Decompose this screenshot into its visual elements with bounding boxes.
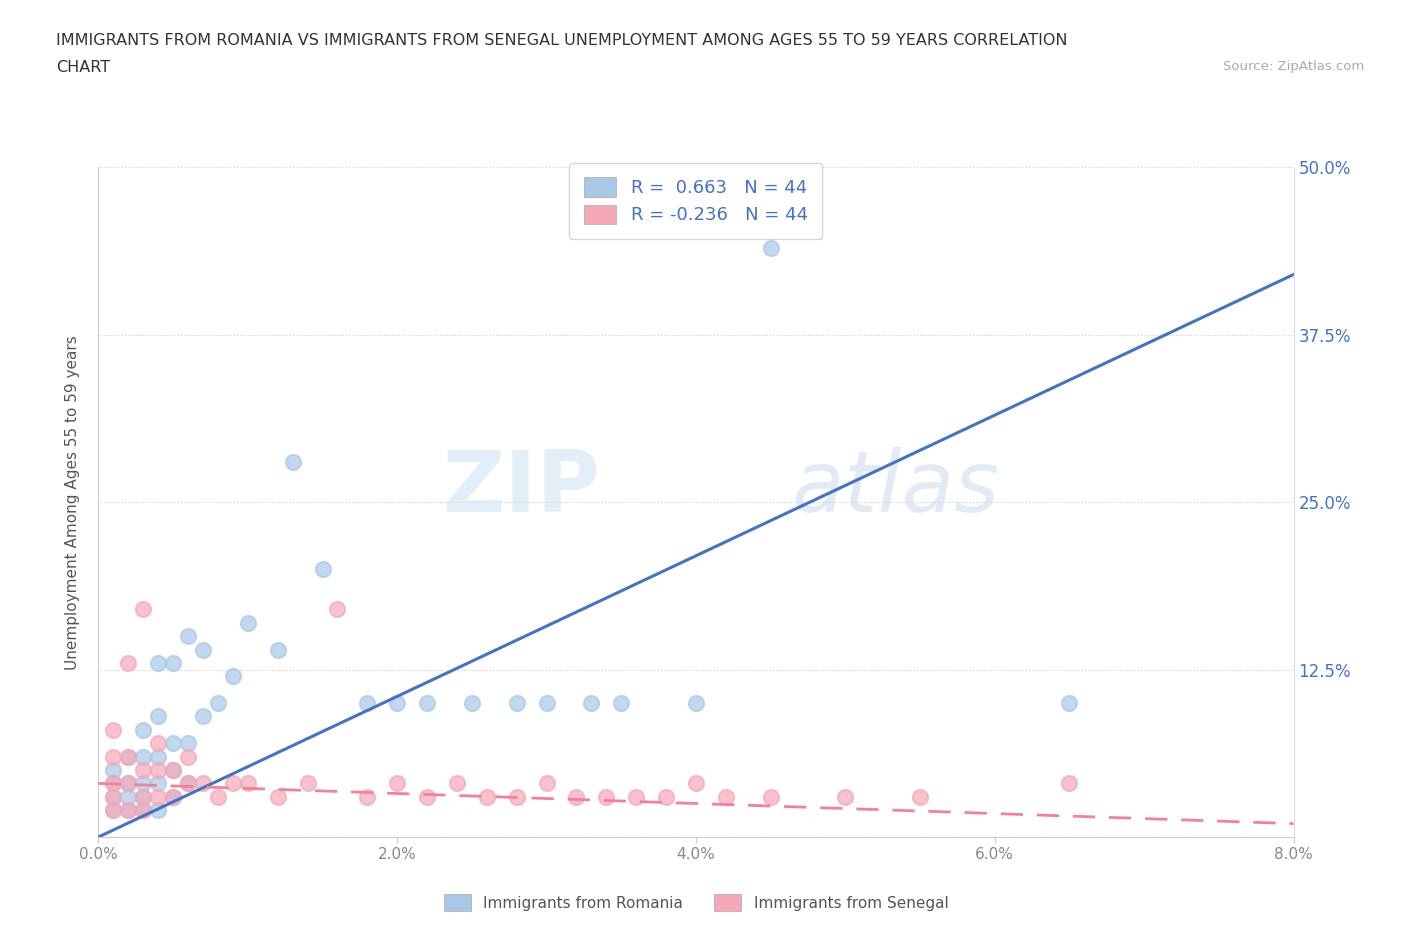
Point	[191, 709, 214, 724]
Point	[759, 790, 782, 804]
Point	[177, 736, 200, 751]
Point	[416, 790, 439, 804]
Point	[117, 803, 139, 817]
Point	[132, 750, 155, 764]
Point	[385, 696, 409, 711]
Point	[162, 790, 184, 804]
Text: CHART: CHART	[56, 60, 110, 75]
Point	[222, 669, 245, 684]
Legend: Immigrants from Romania, Immigrants from Senegal: Immigrants from Romania, Immigrants from…	[432, 882, 960, 923]
Point	[162, 736, 184, 751]
Point	[117, 750, 139, 764]
Point	[356, 790, 378, 804]
Point	[162, 656, 184, 671]
Point	[103, 790, 125, 804]
Point	[148, 803, 170, 817]
Point	[103, 776, 125, 790]
Point	[236, 616, 259, 631]
Point	[267, 790, 290, 804]
Point	[132, 803, 155, 817]
Point	[103, 750, 125, 764]
Point	[446, 776, 468, 790]
Point	[103, 763, 125, 777]
Point	[132, 790, 155, 804]
Point	[281, 455, 304, 470]
Point	[475, 790, 498, 804]
Point	[685, 776, 707, 790]
Point	[581, 696, 603, 711]
Point	[148, 709, 170, 724]
Point	[132, 763, 155, 777]
Point	[385, 776, 409, 790]
Point	[148, 736, 170, 751]
Point	[624, 790, 647, 804]
Point	[148, 776, 170, 790]
Point	[714, 790, 737, 804]
Point	[148, 750, 170, 764]
Point	[132, 790, 155, 804]
Point	[132, 803, 155, 817]
Point	[236, 776, 259, 790]
Point	[1059, 776, 1081, 790]
Point	[610, 696, 633, 711]
Point	[177, 776, 200, 790]
Point	[148, 656, 170, 671]
Point	[132, 723, 155, 737]
Point	[685, 696, 707, 711]
Point	[162, 790, 184, 804]
Point	[103, 803, 125, 817]
Point	[132, 776, 155, 790]
Point	[177, 629, 200, 644]
Text: atlas: atlas	[792, 447, 1000, 530]
Y-axis label: Unemployment Among Ages 55 to 59 years: Unemployment Among Ages 55 to 59 years	[65, 335, 80, 670]
Point	[416, 696, 439, 711]
Point	[117, 656, 139, 671]
Text: IMMIGRANTS FROM ROMANIA VS IMMIGRANTS FROM SENEGAL UNEMPLOYMENT AMONG AGES 55 TO: IMMIGRANTS FROM ROMANIA VS IMMIGRANTS FR…	[56, 33, 1067, 47]
Point	[267, 642, 290, 657]
Point	[148, 763, 170, 777]
Point	[1059, 696, 1081, 711]
Point	[595, 790, 617, 804]
Point	[132, 602, 155, 617]
Point	[148, 790, 170, 804]
Point	[461, 696, 484, 711]
Point	[117, 776, 139, 790]
Point	[311, 562, 333, 577]
Point	[655, 790, 678, 804]
Point	[117, 803, 139, 817]
Point	[191, 776, 214, 790]
Point	[222, 776, 245, 790]
Point	[177, 776, 200, 790]
Point	[297, 776, 319, 790]
Point	[536, 776, 558, 790]
Point	[326, 602, 349, 617]
Point	[162, 763, 184, 777]
Point	[162, 763, 184, 777]
Point	[117, 790, 139, 804]
Point	[536, 696, 558, 711]
Point	[759, 240, 782, 255]
Point	[356, 696, 378, 711]
Point	[207, 696, 229, 711]
Point	[191, 642, 214, 657]
Point	[834, 790, 856, 804]
Point	[506, 696, 529, 711]
Point	[117, 776, 139, 790]
Text: Source: ZipAtlas.com: Source: ZipAtlas.com	[1223, 60, 1364, 73]
Point	[103, 723, 125, 737]
Point	[103, 776, 125, 790]
Point	[117, 750, 139, 764]
Point	[565, 790, 588, 804]
Point	[506, 790, 529, 804]
Text: ZIP: ZIP	[443, 447, 600, 530]
Point	[207, 790, 229, 804]
Point	[177, 750, 200, 764]
Point	[103, 790, 125, 804]
Point	[908, 790, 931, 804]
Point	[103, 803, 125, 817]
